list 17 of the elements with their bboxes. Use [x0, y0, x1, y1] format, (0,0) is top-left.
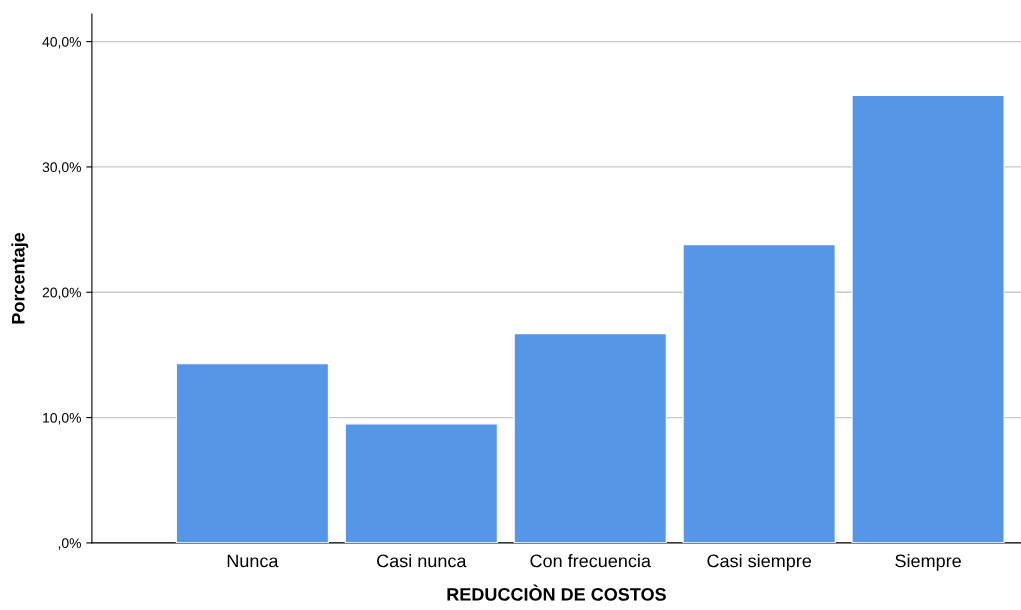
x-axis-title: REDUCCIÒN DE COSTOS [447, 584, 666, 601]
bar [851, 94, 1005, 543]
x-tick-label: Siempre [895, 554, 961, 571]
x-tick-label: Casi nunca [377, 554, 467, 568]
y-tick-label: 20,0% [42, 287, 81, 300]
bar [682, 244, 836, 543]
x-tick-label: Con frecuencia [530, 554, 651, 568]
x-tick-label: Nunca [227, 554, 279, 568]
y-tick-label: 30,0% [42, 162, 81, 174]
bar [513, 333, 667, 543]
y-axis-title: Porcentaje [11, 232, 29, 324]
x-tick-label: Casi siempre [707, 554, 812, 571]
y-tick-label: 10,0% [43, 412, 81, 425]
bar [344, 423, 498, 543]
y-tick-label: ,0% [58, 538, 81, 550]
bar [175, 363, 329, 543]
y-tick-label: 40,0% [42, 36, 81, 49]
